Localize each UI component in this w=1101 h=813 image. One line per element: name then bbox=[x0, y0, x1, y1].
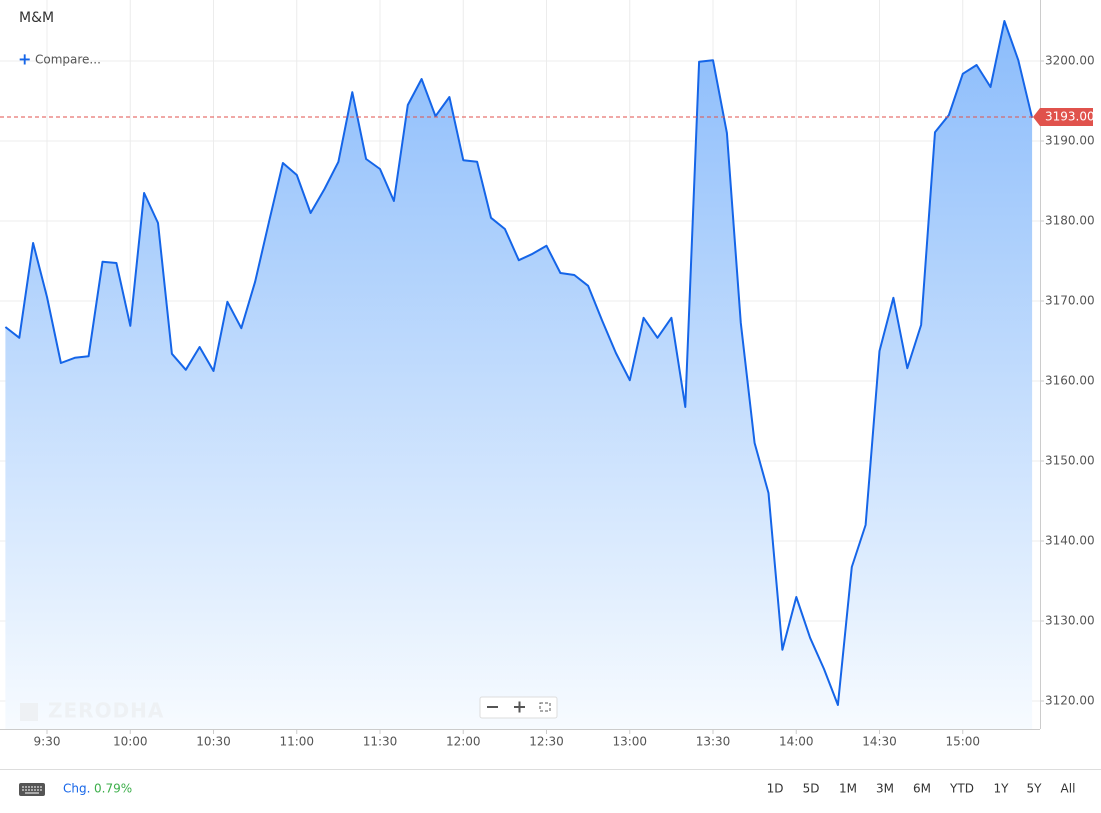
change-label: Chg. bbox=[63, 782, 90, 796]
x-tick-label: 13:30 bbox=[696, 735, 731, 749]
last-price-label: 3193.00 bbox=[1045, 110, 1095, 124]
y-tick-label: 3130.00 bbox=[1045, 614, 1095, 628]
x-tick-label: 9:30 bbox=[34, 735, 61, 749]
last-price-tag bbox=[1033, 108, 1093, 126]
range-button[interactable]: 3M bbox=[876, 782, 894, 796]
x-tick-label: 13:00 bbox=[612, 735, 647, 749]
range-button[interactable]: All bbox=[1061, 782, 1076, 796]
x-tick-label: 12:00 bbox=[446, 735, 481, 749]
range-button[interactable]: 1Y bbox=[994, 782, 1010, 796]
x-tick-label: 15:00 bbox=[945, 735, 980, 749]
y-tick-label: 3190.00 bbox=[1045, 134, 1095, 148]
change-value: 0.79% bbox=[94, 782, 132, 796]
x-tick-label: 11:30 bbox=[363, 735, 398, 749]
x-tick-label: 14:30 bbox=[862, 735, 897, 749]
watermark-logo bbox=[20, 703, 38, 721]
range-button[interactable]: YTD bbox=[949, 782, 974, 796]
compare-icon[interactable]: + bbox=[18, 50, 31, 69]
range-button[interactable]: 6M bbox=[913, 782, 931, 796]
y-tick-label: 3120.00 bbox=[1045, 694, 1095, 708]
area-fill bbox=[5, 21, 1033, 729]
compare-button[interactable]: Compare... bbox=[35, 53, 101, 67]
y-tick-label: 3200.00 bbox=[1045, 54, 1095, 68]
range-button[interactable]: 1M bbox=[839, 782, 857, 796]
keyboard-icon[interactable] bbox=[19, 783, 45, 796]
y-tick-label: 3180.00 bbox=[1045, 214, 1095, 228]
x-tick-label: 10:30 bbox=[196, 735, 231, 749]
range-button[interactable]: 5Y bbox=[1027, 782, 1043, 796]
watermark: ZERODHA bbox=[48, 699, 164, 723]
y-tick-label: 3150.00 bbox=[1045, 454, 1095, 468]
range-button[interactable]: 1D bbox=[767, 782, 784, 796]
y-tick-label: 3160.00 bbox=[1045, 374, 1095, 388]
x-tick-label: 14:00 bbox=[779, 735, 814, 749]
chart-title: M&M bbox=[19, 10, 54, 26]
x-tick-label: 10:00 bbox=[113, 735, 148, 749]
zoom-controls bbox=[479, 696, 558, 719]
x-tick-label: 11:00 bbox=[279, 735, 314, 749]
price-line bbox=[4, 20, 1034, 706]
fullscreen[interactable] bbox=[539, 702, 551, 712]
x-tick-label: 12:30 bbox=[529, 735, 564, 749]
range-button[interactable]: 5D bbox=[803, 782, 820, 796]
y-tick-label: 3170.00 bbox=[1045, 294, 1095, 308]
y-tick-label: 3140.00 bbox=[1045, 534, 1095, 548]
